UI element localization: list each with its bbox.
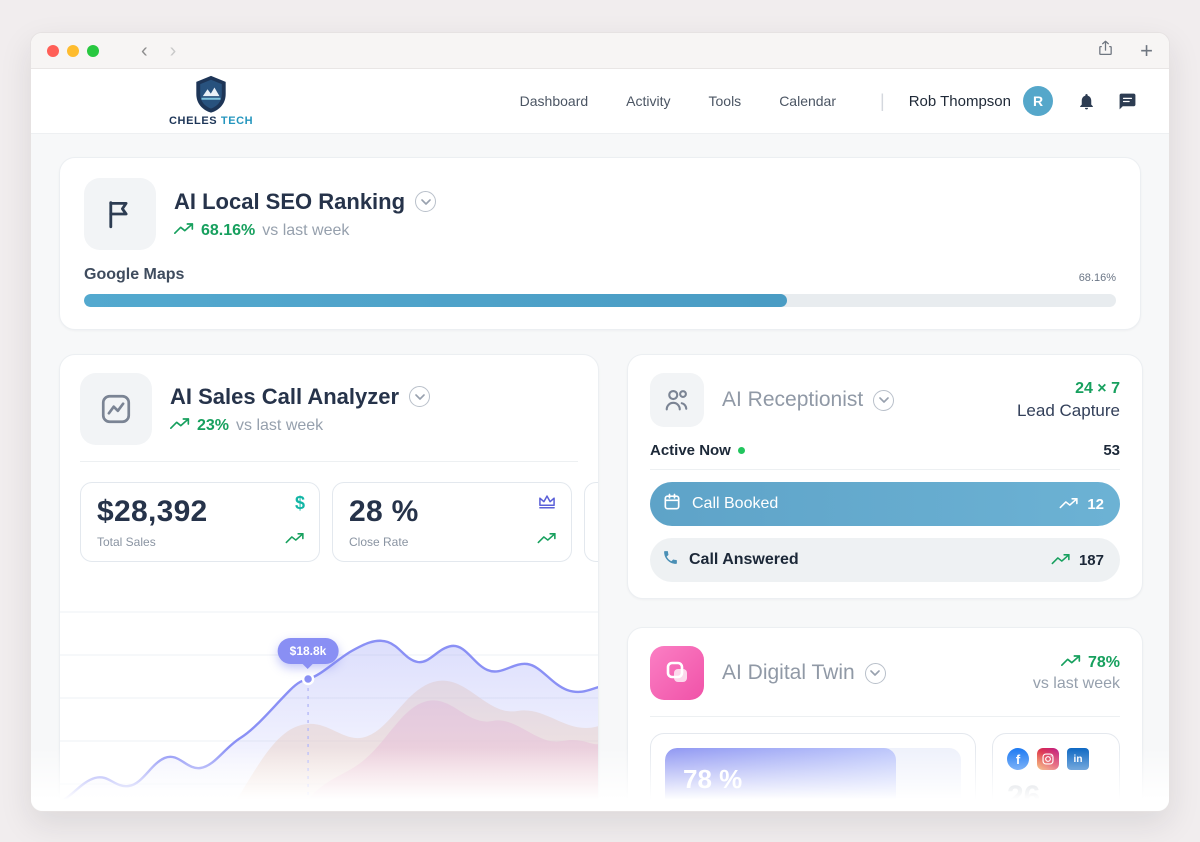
seo-card-title: AI Local SEO Ranking xyxy=(174,188,406,214)
call-booked-row[interactable]: Call Booked 12 xyxy=(650,482,1120,526)
call-answered-count: 187 xyxy=(1078,551,1104,569)
nav-link-calendar[interactable]: Calendar xyxy=(779,93,837,109)
chevron-down-icon[interactable] xyxy=(864,662,886,684)
engagement-box: 78 % Engagement xyxy=(650,733,976,811)
sales-chart: $18.8k xyxy=(60,586,598,811)
trend-up-icon xyxy=(170,417,190,435)
mini-trend-icon xyxy=(537,531,557,549)
sales-card-title: AI Sales Call Analyzer xyxy=(170,383,400,409)
call-answered-label: Call Answered xyxy=(689,551,799,568)
forward-button[interactable]: › xyxy=(169,39,177,62)
sales-trend-value: 23% xyxy=(197,416,230,434)
dashboard-content: AI Local SEO Ranking 68.16% vs last week xyxy=(31,133,1169,812)
bell-icon[interactable] xyxy=(1077,92,1096,111)
posts-box: f in 26 Total Posts xyxy=(992,733,1120,812)
seo-ranking-card: AI Local SEO Ranking 68.16% vs last week xyxy=(59,157,1141,330)
calendar-icon xyxy=(662,492,682,517)
chart-tooltip: $18.8k xyxy=(277,638,339,664)
stat-card-total-sales[interactable]: $28,392 Total Sales $ xyxy=(80,482,320,562)
nav-link-activity[interactable]: Activity xyxy=(626,93,671,109)
engagement-value: 78 % xyxy=(683,763,743,794)
availability-label: Lead Capture xyxy=(1016,400,1120,420)
call-booked-label: Call Booked xyxy=(692,495,779,512)
chevron-down-icon[interactable] xyxy=(873,389,895,411)
seo-row-label: Google Maps xyxy=(84,266,185,283)
crown-icon xyxy=(537,493,557,515)
back-button[interactable]: ‹ xyxy=(141,39,148,62)
avatar[interactable]: R xyxy=(1023,86,1053,116)
stat-card-close-rate[interactable]: 28 % Close Rate xyxy=(332,482,572,562)
divider xyxy=(650,469,1120,470)
divider xyxy=(650,716,1120,717)
sales-analyzer-card: AI Sales Call Analyzer 23% vs last week xyxy=(59,354,599,811)
top-navbar: CHELES TECH Dashboard Activity Tools Cal… xyxy=(31,69,1169,133)
engagement-bar[interactable]: 78 % xyxy=(665,748,961,810)
chat-icon[interactable] xyxy=(1118,92,1137,111)
squares-icon xyxy=(650,646,704,700)
close-rate-value: 28 % xyxy=(349,495,419,528)
trend-up-icon xyxy=(1060,654,1081,672)
chart-icon xyxy=(80,373,152,445)
close-rate-label: Close Rate xyxy=(349,535,409,549)
facebook-icon[interactable]: f xyxy=(1007,748,1029,770)
divider xyxy=(80,461,578,462)
phone-icon xyxy=(662,549,679,571)
total-sales-label: Total Sales xyxy=(97,535,156,549)
trend-up-icon xyxy=(1059,496,1079,513)
new-tab-icon[interactable]: + xyxy=(1140,37,1153,63)
stat-card-partial[interactable] xyxy=(584,482,598,562)
brand-logo[interactable]: CHELES TECH xyxy=(169,75,253,127)
nav-link-dashboard[interactable]: Dashboard xyxy=(519,93,589,109)
chevron-down-icon[interactable] xyxy=(415,191,437,212)
active-now-label: Active Now xyxy=(650,442,745,459)
user-name: Rob Thompson xyxy=(908,92,1011,110)
traffic-lights xyxy=(47,44,99,57)
seo-progress-bar[interactable] xyxy=(84,294,1116,307)
dollar-icon: $ xyxy=(294,493,305,513)
seo-row-value: 68.16% xyxy=(1078,272,1116,284)
digital-twin-card-title: AI Digital Twin xyxy=(722,661,855,684)
people-icon xyxy=(650,373,704,427)
instagram-icon[interactable] xyxy=(1037,748,1059,770)
maximize-window-button[interactable] xyxy=(87,44,99,57)
browser-window: ‹ › + CHELES TECH Dashboard Activ xyxy=(30,32,1170,812)
brand-name: CHELES TECH xyxy=(169,115,254,127)
receptionist-card: AI Receptionist 24 × 7 Lead Capture xyxy=(627,354,1143,599)
total-posts-count: 26 xyxy=(1007,780,1041,812)
flag-icon xyxy=(84,178,156,250)
total-sales-value: $28,392 xyxy=(97,495,208,528)
digital-twin-card: AI Digital Twin 78% xyxy=(627,627,1143,812)
seo-progress-fill xyxy=(84,294,788,307)
user-menu[interactable]: Rob Thompson R xyxy=(909,86,1053,116)
twin-trend-value: 78% xyxy=(1087,653,1120,671)
sales-trend-suffix: vs last week xyxy=(236,416,324,434)
nav-links: Dashboard Activity Tools Calendar xyxy=(520,93,836,109)
receptionist-card-title: AI Receptionist xyxy=(722,388,864,411)
twin-trend-suffix: vs last week xyxy=(1032,674,1120,692)
chevron-down-icon[interactable] xyxy=(409,386,431,407)
close-window-button[interactable] xyxy=(47,44,59,57)
shield-logo-icon xyxy=(196,75,226,113)
seo-trend-suffix: vs last week xyxy=(262,221,350,239)
area-chart-canvas xyxy=(60,611,598,811)
active-now-count: 53 xyxy=(1103,442,1120,459)
share-icon[interactable] xyxy=(1097,39,1114,62)
engagement-fill: 78 % xyxy=(665,748,896,810)
call-booked-count: 12 xyxy=(1087,495,1104,513)
trend-up-icon xyxy=(1051,552,1071,569)
minimize-window-button[interactable] xyxy=(67,44,79,57)
call-answered-row[interactable]: Call Answered 187 xyxy=(650,538,1120,582)
seo-trend-value: 68.16% xyxy=(201,221,256,239)
linkedin-icon[interactable]: in xyxy=(1067,748,1089,770)
nav-link-tools[interactable]: Tools xyxy=(708,93,742,109)
availability-badge: 24 × 7 xyxy=(1075,379,1120,397)
trend-up-icon xyxy=(174,222,194,240)
window-chrome: ‹ › + xyxy=(31,33,1169,69)
nav-divider: | xyxy=(880,90,885,111)
sales-stats-row: $28,392 Total Sales $ 28 % Close Rate xyxy=(80,482,598,562)
active-status-dot xyxy=(737,447,745,454)
mini-trend-icon xyxy=(285,531,305,549)
